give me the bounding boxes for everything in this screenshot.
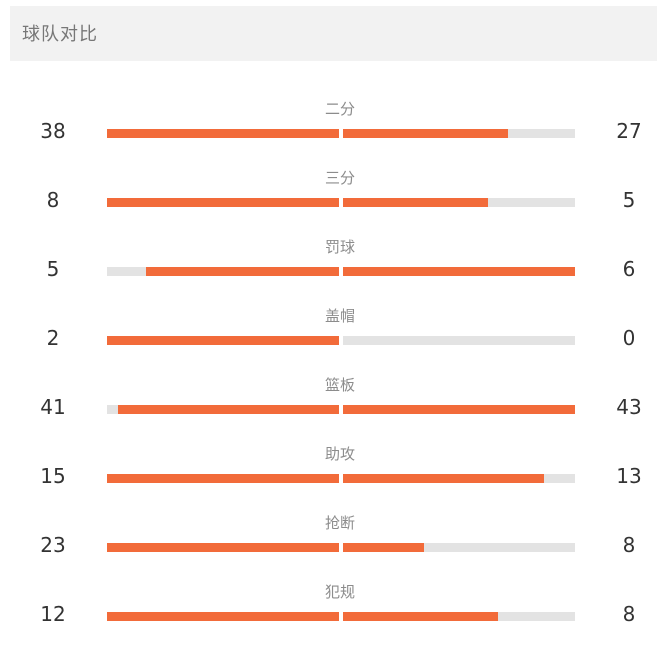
stat-label: 罚球	[324, 238, 355, 256]
right-team-value: 0	[622, 326, 636, 350]
right-bar-fill	[343, 267, 575, 276]
left-bar-fill	[117, 405, 339, 414]
right-team-value: 8	[622, 602, 636, 626]
stat-label: 三分	[324, 169, 355, 187]
stat-label: 抢断	[324, 514, 355, 532]
stat-row: 三分 8 5	[0, 167, 663, 236]
right-bar-track	[343, 612, 575, 621]
left-team-value: 5	[46, 257, 60, 281]
right-bar-track	[343, 336, 575, 345]
left-bar-fill	[107, 129, 339, 138]
left-bar-track	[107, 336, 339, 345]
left-team-value: 38	[40, 119, 66, 143]
stat-row: 篮板 41 43	[0, 374, 663, 443]
left-bar-fill	[107, 474, 339, 483]
left-team-value: 15	[40, 464, 66, 488]
right-team-value: 43	[616, 395, 642, 419]
right-team-value: 8	[622, 533, 636, 557]
right-team-value: 5	[622, 188, 636, 212]
right-bar-track	[343, 474, 575, 483]
right-bar-fill	[343, 198, 488, 207]
left-team-value: 41	[40, 395, 66, 419]
left-bar-track	[107, 198, 339, 207]
right-bar-track	[343, 543, 575, 552]
right-bar-fill	[343, 543, 424, 552]
stat-row: 助攻 15 13	[0, 443, 663, 512]
stat-row: 犯规 12 8	[0, 581, 663, 650]
right-team-value: 27	[616, 119, 642, 143]
stat-row: 罚球 5 6	[0, 236, 663, 305]
right-bar-fill	[343, 405, 575, 414]
right-bar-track	[343, 405, 575, 414]
right-team-value: 6	[622, 257, 636, 281]
stat-label: 二分	[324, 100, 355, 118]
stat-label: 篮板	[324, 376, 355, 394]
stat-label: 盖帽	[324, 307, 355, 325]
right-bar-fill	[343, 474, 545, 483]
left-team-value: 8	[46, 188, 60, 212]
stat-label: 助攻	[324, 445, 355, 463]
left-team-value: 2	[46, 326, 60, 350]
right-bar-track	[343, 129, 575, 138]
stat-row: 抢断 23 8	[0, 512, 663, 581]
left-bar-fill	[145, 267, 339, 276]
left-bar-track	[107, 129, 339, 138]
left-bar-track	[107, 612, 339, 621]
left-bar-track	[107, 543, 339, 552]
left-bar-fill	[107, 336, 339, 345]
right-bar-fill	[343, 612, 498, 621]
left-team-value: 23	[40, 533, 66, 557]
left-bar-fill	[107, 612, 339, 621]
right-team-value: 13	[616, 464, 642, 488]
right-bar-track	[343, 267, 575, 276]
right-bar-fill	[343, 129, 508, 138]
stat-row: 盖帽 2 0	[0, 305, 663, 374]
left-bar-fill	[107, 543, 339, 552]
left-bar-track	[107, 474, 339, 483]
header-bar: 球队对比	[10, 6, 657, 61]
left-bar-track	[107, 405, 339, 414]
right-bar-track	[343, 198, 575, 207]
left-bar-track	[107, 267, 339, 276]
left-bar-fill	[107, 198, 339, 207]
stat-label: 犯规	[324, 583, 355, 601]
page-title: 球队对比	[22, 24, 98, 45]
stat-row: 二分 38 27	[0, 98, 663, 167]
left-team-value: 12	[40, 602, 66, 626]
